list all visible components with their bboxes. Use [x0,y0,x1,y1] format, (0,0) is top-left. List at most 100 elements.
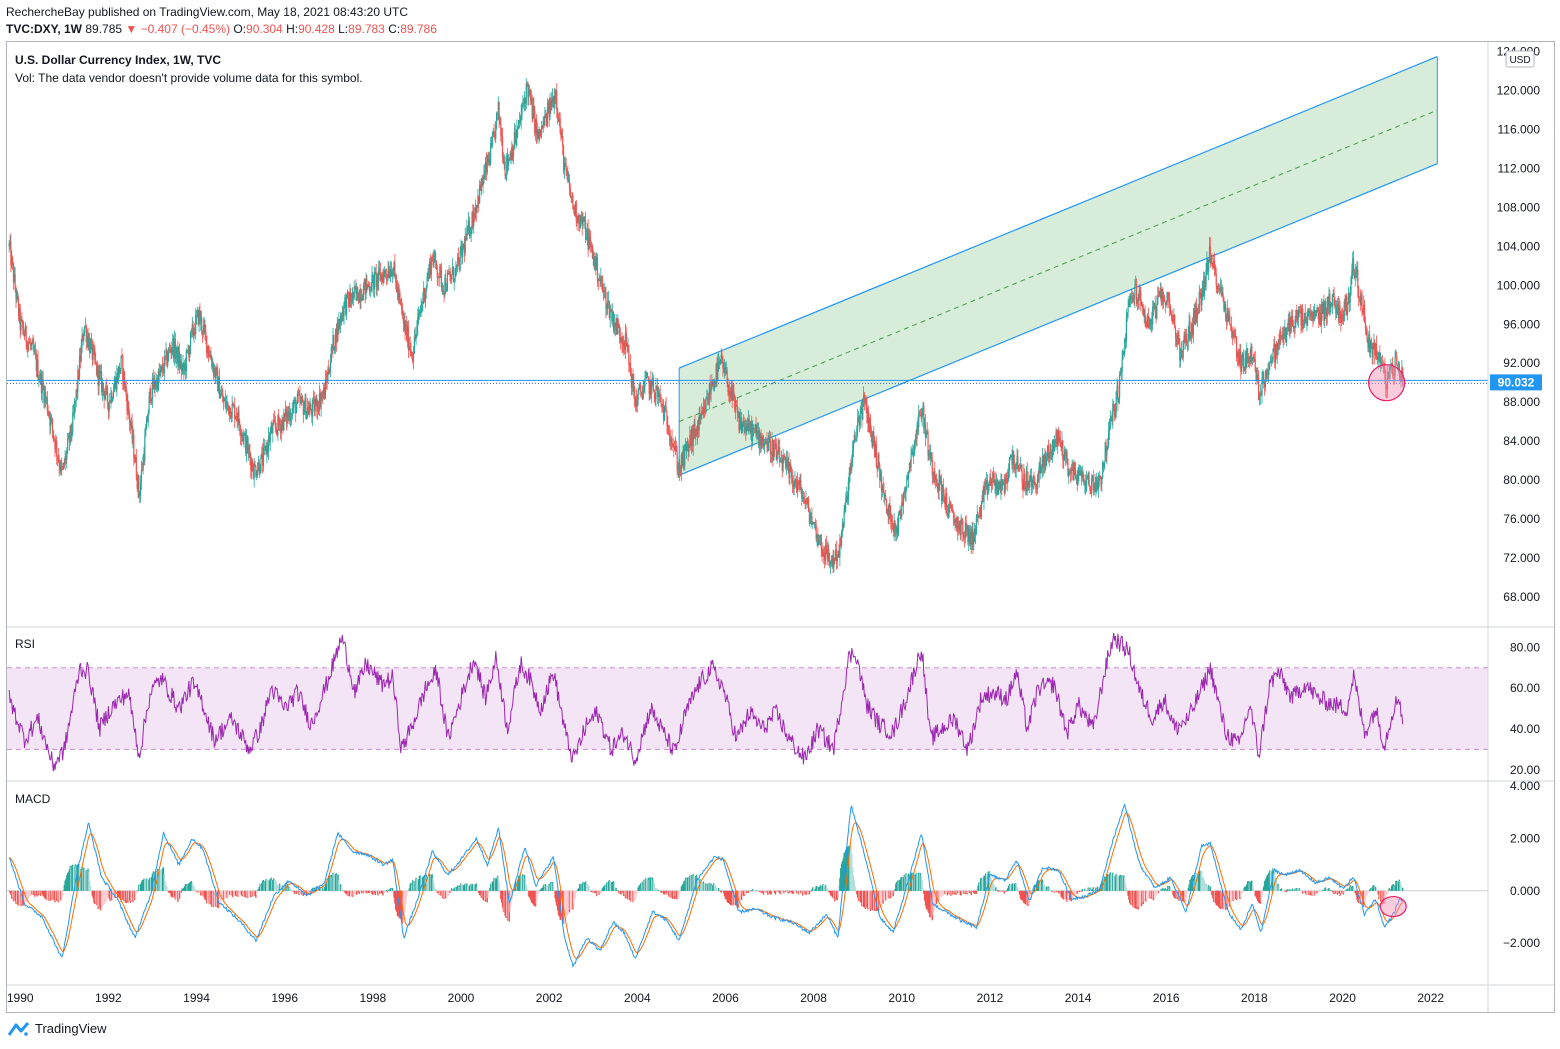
candle-up-body [750,422,752,432]
candle-down-body [1069,473,1072,475]
macd-histogram-bar [661,890,663,893]
candle-up-body [139,482,142,497]
macd-histogram-bar [818,886,821,891]
candle-down-body [1251,346,1253,361]
candle-down-body [1020,464,1022,471]
candle-up-body [1279,331,1281,345]
macd-histogram-bar [949,890,951,894]
macd-histogram-bar [954,890,956,893]
macd-histogram-bar [61,890,63,900]
candle-up-body [1078,470,1080,474]
macd-histogram-bar [1301,890,1303,892]
macd-histogram-bar [678,890,681,895]
macd-histogram-bar [576,890,578,891]
macd-histogram-bar [1021,890,1023,901]
macd-histogram-bar [235,890,238,897]
candle-down-body [1021,470,1023,483]
macd-histogram-bar [1002,890,1005,892]
macd-histogram-bar [1232,890,1234,901]
candle-up-body [495,112,498,122]
rsi-pane[interactable] [7,632,1488,772]
candle-up-body [363,278,365,286]
candle-down-body [1245,357,1247,368]
macd-histogram-bar [209,890,211,904]
candle-down-body [984,487,986,489]
candle-down-body [610,309,612,311]
candle-up-body [1320,304,1322,326]
candle-down-body [944,497,946,508]
candle-down-body [554,96,556,101]
candle-up-body [1182,340,1184,358]
macd-histogram-bar [1241,890,1244,893]
macd-histogram-bar [798,890,800,894]
candle-up-body [89,342,92,354]
candle-up-body [966,526,968,530]
candle-up-body [606,308,608,310]
macd-histogram-bar [208,890,210,904]
candle-down-body [907,475,909,479]
candle-up-body [818,540,820,546]
candle-down-body [1199,291,1201,294]
macd-histogram-bar [1317,890,1319,893]
candle-down-body [894,521,896,529]
candle-up-body [523,98,526,104]
candle-down-body [879,464,881,481]
candle-down-body [990,477,992,486]
candle-down-body [952,512,955,519]
macd-histogram-bar [1290,890,1293,891]
macd-histogram-bar [63,884,66,891]
macd-histogram-bar [784,890,787,893]
candle-down-body [118,366,120,374]
macd-histogram-bar [68,869,71,891]
macd-histogram-bar [160,869,162,891]
macd-histogram-bar [156,869,159,891]
candle-up-body [851,462,853,470]
macd-histogram-bar [319,886,321,891]
macd-histogram-bar [237,890,239,897]
candle-up-body [151,399,153,402]
macd-histogram-bar [1350,887,1352,891]
macd-histogram-bar [309,890,311,893]
candle-down-body [562,145,565,171]
macd-histogram-bar [101,890,104,907]
candle-down-body [564,162,566,164]
macd-histogram-bar [572,890,574,910]
candle-down-body [923,405,925,429]
macd-histogram-bar [280,885,282,891]
macd-histogram-bar [578,884,581,891]
candle-down-body [1111,417,1113,422]
macd-histogram-bar [579,883,582,891]
candle-up-body [848,472,850,481]
candle-down-body [1184,335,1186,343]
macd-histogram-bar [380,890,383,894]
macd-histogram-bar [220,890,222,901]
candle-down-body [579,222,581,228]
candle-down-body [952,510,954,513]
candle-up-body [423,287,425,301]
candle-up-body [603,289,605,292]
candle-down-body [335,329,337,343]
candle-up-body [113,385,115,392]
macd-histogram-bar [1401,887,1403,891]
candle-up-body [921,415,923,419]
candle-up-body [80,345,82,361]
candle-down-body [1317,307,1319,311]
candle-up-body [74,400,76,404]
macd-histogram-bar [45,890,48,901]
macd-histogram-bar [1139,890,1141,907]
macd-histogram-bar [1135,890,1137,909]
candle-down-body [1374,342,1376,356]
macd-histogram-bar [1259,890,1262,904]
macd-histogram-bar [1294,888,1296,891]
macd-histogram-bar [1381,890,1384,905]
macd-histogram-bar [593,890,595,893]
candle-up-body [1291,315,1293,327]
candle-down-body [452,267,454,282]
macd-pane[interactable] [7,803,1488,968]
price-pane[interactable] [7,56,1488,575]
macd-histogram-bar [1044,885,1046,891]
candle-up-body [833,558,835,567]
macd-histogram-bar [694,876,696,891]
candle-up-body [1360,294,1362,306]
